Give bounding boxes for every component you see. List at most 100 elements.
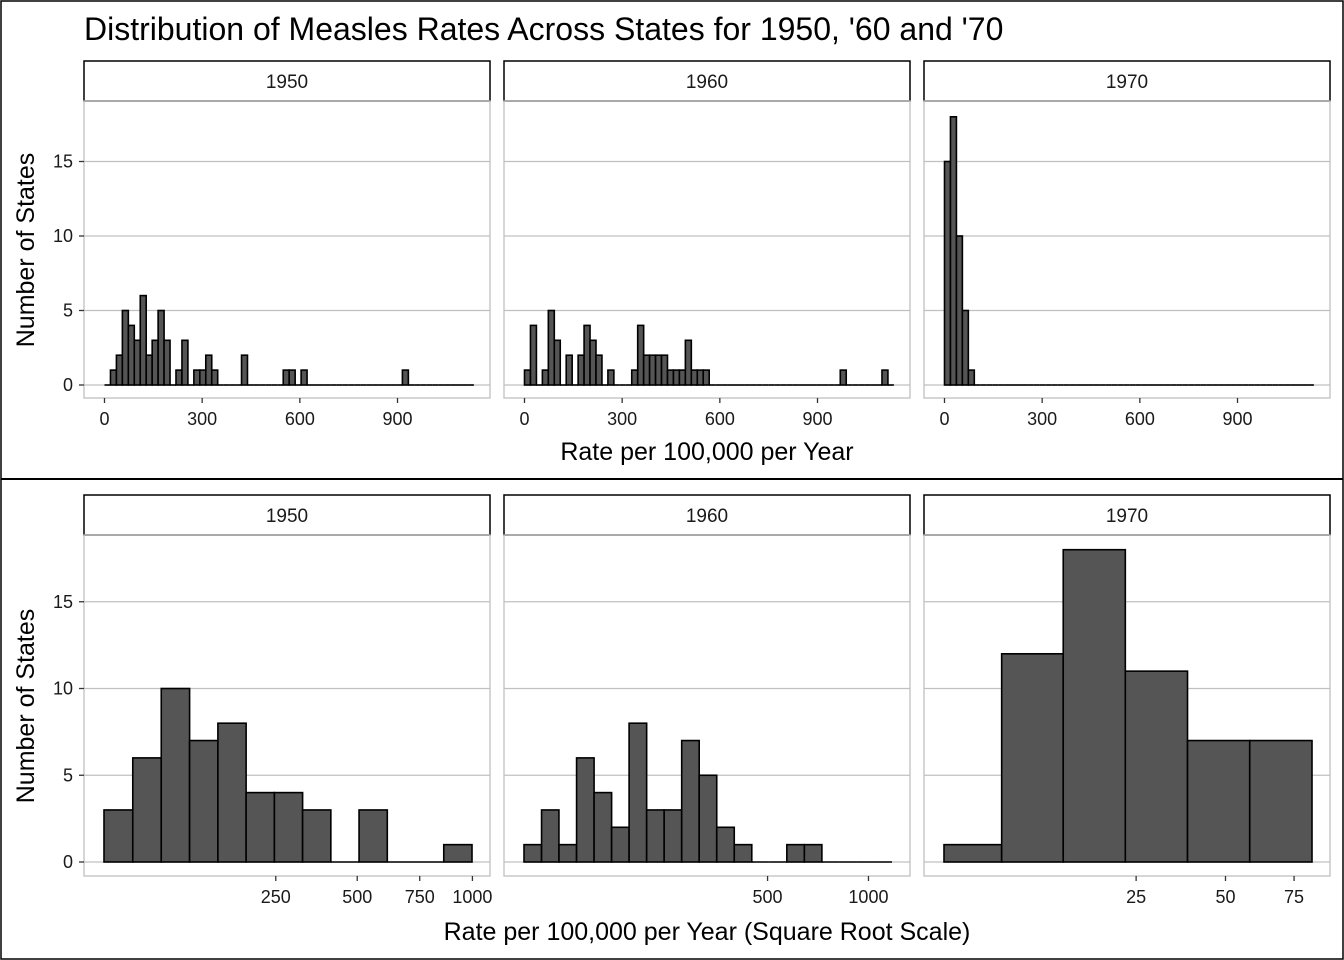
histogram-bars: [103, 687, 473, 863]
facet-panel-1950: 1950 0 300 600 900 0 5 10 15: [53, 60, 491, 429]
histogram-bar: [133, 339, 142, 386]
histogram-bar: [131, 757, 163, 863]
x-tick-label: 75: [1284, 887, 1304, 907]
facet-strip-label: 1960: [686, 506, 728, 527]
histogram-bar: [109, 369, 118, 386]
histogram-bar: [642, 354, 651, 386]
histogram-bar: [115, 354, 124, 386]
histogram-bar: [288, 369, 296, 386]
histogram-bars: [104, 294, 474, 386]
y-axis-title: Number of States: [12, 609, 40, 804]
histogram-bar: [680, 739, 700, 863]
x-tick-label: 50: [1215, 887, 1235, 907]
histogram-bar: [1000, 652, 1065, 863]
panel-border: [83, 534, 491, 877]
x-axis-title: Rate per 100,000 per Year (Square Root S…: [444, 918, 971, 946]
histogram-bar: [282, 369, 290, 386]
facet-strip: [503, 494, 911, 536]
histogram-bar: [589, 339, 597, 386]
y-tick-label: 15: [53, 592, 73, 612]
histogram-bar: [663, 809, 683, 863]
x-tick-label: 300: [1027, 409, 1057, 429]
histogram-bar: [660, 354, 669, 386]
histogram-bar: [702, 369, 710, 386]
panel-border: [923, 100, 1331, 399]
histogram-bar: [145, 354, 153, 386]
x-tick-label: 600: [1125, 409, 1155, 429]
histogram-bar: [678, 369, 687, 386]
x-tick-label: 900: [382, 409, 412, 429]
histogram-bar: [103, 809, 134, 863]
histogram-bar: [240, 354, 249, 386]
histogram-bar: [121, 309, 130, 386]
x-tick-label: 600: [285, 409, 315, 429]
histogram-bar: [961, 309, 970, 386]
y-tick-label: 0: [63, 375, 73, 395]
histogram-bar: [541, 369, 550, 386]
histogram-bar: [204, 354, 213, 386]
histogram-bar: [127, 324, 136, 386]
histogram-bar: [943, 843, 1003, 863]
histogram-bars: [943, 116, 1314, 386]
histogram-bar: [301, 809, 332, 863]
histogram-bar: [217, 722, 247, 863]
panel-border: [503, 534, 911, 877]
y-tick-label: 10: [53, 679, 73, 699]
facet-strip-label: 1970: [1106, 72, 1148, 93]
y-tick-label: 5: [63, 301, 73, 321]
x-tick-label: 750: [405, 887, 435, 907]
panel-border: [83, 100, 491, 399]
histogram-bar: [583, 324, 591, 386]
histogram-bar: [401, 369, 410, 386]
x-tick-label: 0: [519, 409, 529, 429]
histogram-bar: [181, 339, 189, 386]
histogram-bar: [157, 309, 165, 386]
histogram-bar: [1062, 548, 1127, 863]
histogram-bar: [595, 354, 603, 386]
histogram-bar: [803, 843, 823, 863]
histogram-bar: [943, 160, 952, 386]
histogram-bar: [575, 757, 595, 863]
histogram-bars: [943, 548, 1313, 863]
y-tick-label: 15: [53, 152, 73, 172]
histogram-bar: [593, 791, 613, 863]
histogram-bar: [188, 739, 219, 863]
facet-strip-label: 1960: [686, 72, 728, 93]
histogram-bar: [839, 369, 848, 386]
histogram-bar: [193, 369, 201, 386]
facet-strip: [83, 494, 491, 536]
x-tick-label: 0: [99, 409, 109, 429]
x-tick-label: 500: [753, 887, 783, 907]
histogram-bar: [442, 843, 473, 863]
histogram-bar: [245, 791, 276, 863]
histogram-bar: [607, 369, 615, 386]
histogram-bar: [160, 687, 191, 863]
top-histogram-plot: 1950 0 300 600 900 0 5 10 15 1960 0 300 600 900 1970 0 3…: [12, 60, 1331, 466]
x-tick-label: 300: [187, 409, 217, 429]
histogram-bar: [523, 369, 532, 386]
x-tick-label: 1000: [848, 887, 888, 907]
histogram-bar: [1186, 739, 1251, 863]
histogram-bar: [684, 339, 693, 386]
histogram-bar: [558, 843, 578, 863]
histogram-bar: [715, 826, 736, 863]
histogram-bar: [696, 369, 705, 386]
x-tick-label: 900: [1222, 409, 1252, 429]
histogram-bar: [955, 235, 964, 386]
facet-strip: [83, 60, 491, 102]
x-tick-label: 500: [342, 887, 372, 907]
histogram-bar: [645, 809, 665, 863]
histogram-bar: [273, 791, 304, 863]
histogram-bar: [565, 354, 573, 386]
histogram-bar: [577, 354, 585, 386]
histogram-bar: [175, 369, 183, 386]
facet-strip: [503, 60, 911, 102]
histogram-bars: [523, 722, 892, 863]
y-tick-label: 10: [53, 226, 73, 246]
y-tick-label: 5: [63, 765, 73, 785]
facet-strip-label: 1950: [266, 506, 308, 527]
histogram-bar: [553, 339, 562, 386]
histogram-bar: [636, 324, 645, 386]
histogram-bar: [199, 369, 207, 386]
facet-strip-label: 1950: [266, 72, 308, 93]
